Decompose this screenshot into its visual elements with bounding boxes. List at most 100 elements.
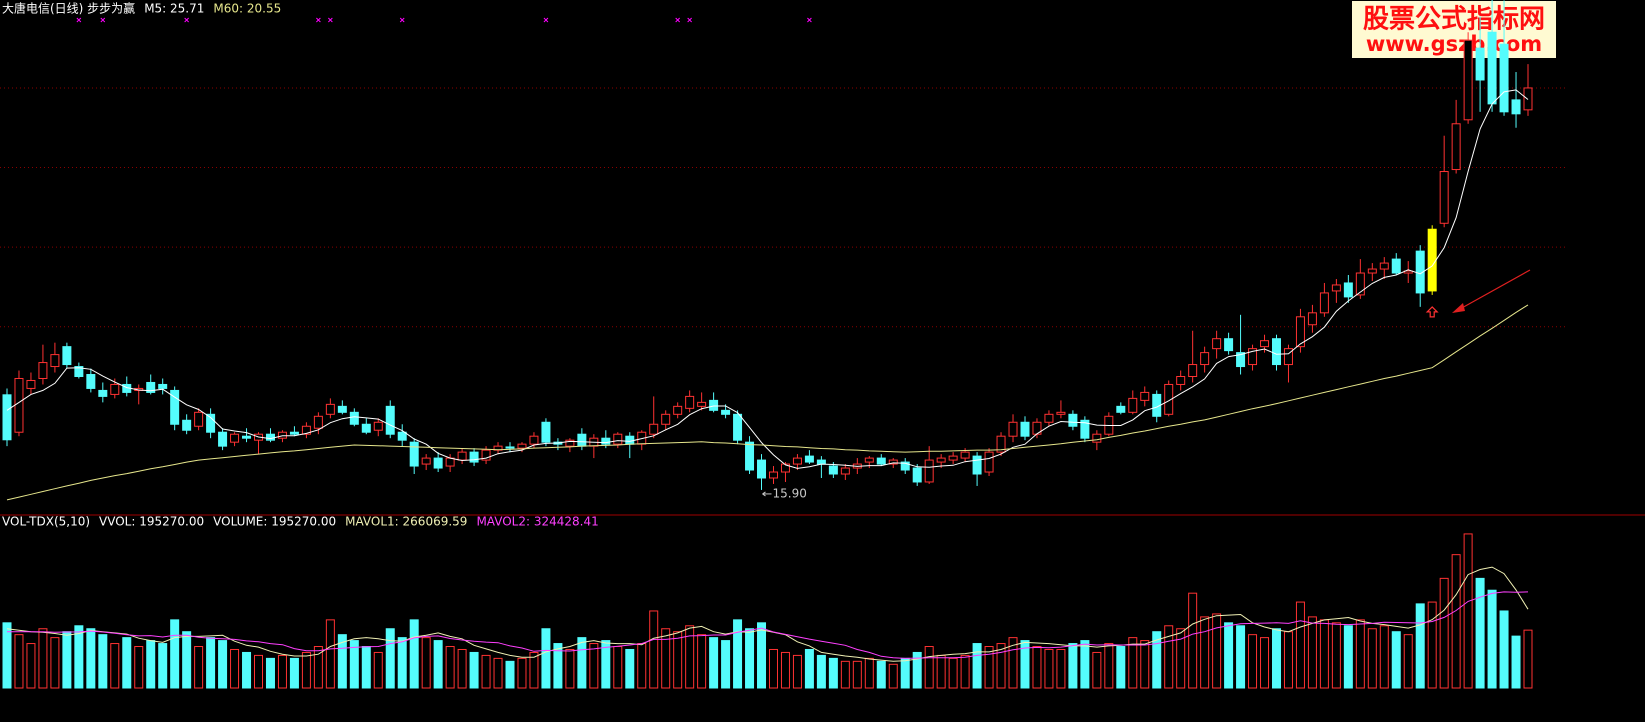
candle-body [74, 366, 84, 377]
volume-bar [493, 657, 503, 689]
volume-bar [469, 651, 479, 689]
volume-bar [816, 654, 826, 689]
volume-bar [1511, 635, 1521, 689]
candle-body [649, 423, 659, 435]
volume-bar [1188, 592, 1198, 689]
candle-body [1271, 338, 1281, 366]
candle-body [1319, 292, 1329, 314]
volume-bar [1283, 631, 1293, 689]
candle-body [14, 377, 24, 433]
watermark-title: 股票公式指标网 [1363, 5, 1545, 35]
volume-bar [1140, 640, 1150, 689]
volume-bar [577, 637, 587, 689]
legend-label: MAVOL2: 324428.41 [476, 515, 598, 529]
candle-body [361, 423, 371, 433]
candle-body [110, 383, 120, 395]
candle-body [1200, 352, 1210, 366]
volume-bar [709, 637, 719, 689]
volume-bar [529, 651, 539, 689]
candle-body [1128, 397, 1138, 413]
candle-body [146, 381, 156, 393]
mavol-line [7, 591, 1529, 659]
volume-bar [876, 660, 886, 689]
volume-bar [888, 663, 898, 689]
volume-bar [1499, 610, 1509, 689]
volume-bar [289, 657, 299, 689]
volume-bar [1271, 628, 1281, 689]
candle-body [1487, 31, 1497, 105]
candle-body [265, 433, 275, 441]
volume-bar [1475, 577, 1485, 689]
volume-bar [828, 657, 838, 689]
volume-bar [421, 637, 431, 689]
candle-body [745, 441, 755, 471]
volume-bar [721, 640, 731, 689]
volume-bar [146, 640, 156, 689]
candle-body [409, 441, 419, 467]
candle-body [301, 425, 311, 435]
volume-bar [1212, 613, 1222, 689]
candle-body [469, 451, 479, 463]
candle-body [1236, 352, 1246, 368]
volume-bar [1020, 640, 1030, 689]
volume-bar [505, 660, 515, 689]
chart-title: 大唐电信(日线) 步步为赢 [2, 1, 135, 16]
buy-arrow [1425, 306, 1439, 318]
candle-body [86, 374, 96, 389]
volume-bar [613, 646, 623, 689]
signal-marker [100, 17, 106, 23]
volume-bar [1032, 646, 1042, 689]
candle-body [1188, 364, 1198, 377]
candle-body [1307, 312, 1317, 326]
volume-bar [1403, 634, 1413, 689]
volume-bar [697, 634, 707, 689]
volume-bar [385, 628, 395, 689]
candle-body [1451, 123, 1461, 171]
volume-bar [852, 660, 862, 689]
volume-bar [1080, 640, 1090, 689]
volume-bar [1044, 648, 1054, 689]
candle-body [757, 459, 767, 479]
volume-bar [337, 634, 347, 689]
volume-bar [840, 660, 850, 689]
annotation-arrowhead [1452, 303, 1465, 313]
candle-body [828, 465, 838, 475]
candle-body [912, 467, 922, 483]
candle-body [1164, 383, 1174, 415]
candle-body [1463, 39, 1473, 121]
signal-marker [675, 17, 681, 23]
candle-body [673, 405, 683, 415]
low-pointer-head [762, 491, 766, 497]
volume-bar [457, 648, 467, 689]
candle-body [792, 457, 802, 465]
candle-body [481, 449, 491, 461]
candle-body [661, 413, 671, 425]
candle-body [1248, 348, 1258, 366]
candle-body [170, 389, 180, 425]
volume-bar [996, 643, 1006, 689]
candle-body [972, 455, 982, 475]
candle-body [277, 431, 287, 439]
signal-marker [543, 17, 549, 23]
volume-bar [265, 657, 275, 689]
volume-bar [122, 637, 132, 689]
legend-label: M5: 25.71 [144, 2, 204, 16]
candle-body [206, 413, 216, 433]
volume-bar [1367, 628, 1377, 689]
volume-bar [1439, 577, 1449, 689]
legend-label: M60: 20.55 [213, 2, 281, 16]
volume-bar [685, 625, 695, 689]
candle-body [721, 409, 731, 415]
candle-body [1439, 171, 1449, 224]
volume-label: VOLUME: 195270.00 [213, 515, 336, 529]
candle-body [337, 405, 347, 413]
candle-body [1056, 411, 1066, 415]
volume-bar [277, 654, 287, 689]
candle-body [876, 457, 886, 465]
volume-bar [218, 640, 228, 689]
candle-body [50, 354, 60, 368]
volume-bar [1451, 554, 1461, 689]
